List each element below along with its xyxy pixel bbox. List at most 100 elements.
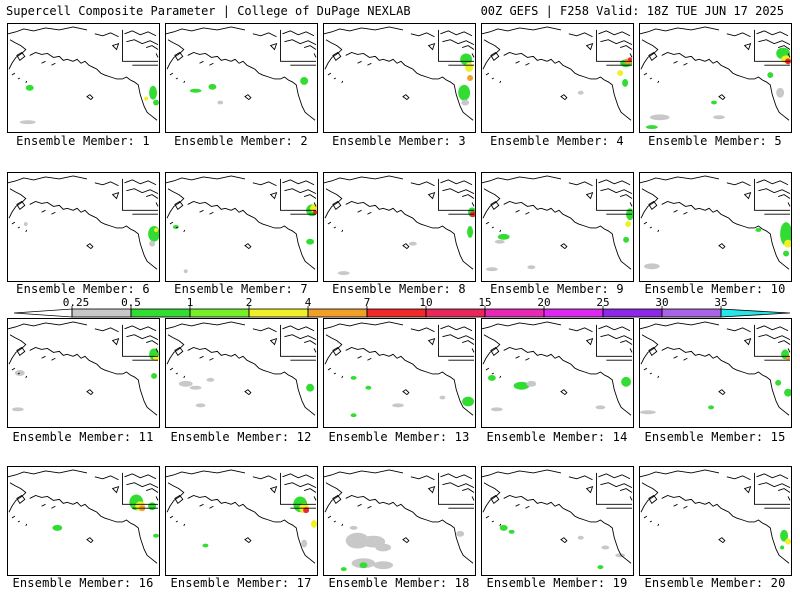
scp-contour xyxy=(148,502,157,511)
scp-field xyxy=(499,524,626,570)
ensemble-map-panel-7 xyxy=(165,172,318,282)
scp-contour xyxy=(183,269,188,274)
ensemble-map-panel-16 xyxy=(7,466,160,576)
scp-field xyxy=(52,494,159,538)
panel-caption: Ensemble Member: 9 xyxy=(490,282,624,296)
scp-contour xyxy=(577,90,584,95)
colorbar-tick-label: 4 xyxy=(305,296,312,309)
scp-contour xyxy=(151,373,158,379)
panel-caption: Ensemble Member: 15 xyxy=(644,430,786,444)
map-canvas xyxy=(640,321,791,416)
scp-contour xyxy=(392,403,404,408)
coastline-borders xyxy=(166,321,317,416)
scp-field xyxy=(577,57,633,95)
ensemble-map-panel-12 xyxy=(165,318,318,428)
ensemble-map-panel-11 xyxy=(7,318,160,428)
scp-contour xyxy=(786,356,791,361)
scp-contour xyxy=(465,62,474,73)
scp-contour xyxy=(350,413,357,418)
ensemble-map-panel-20 xyxy=(639,466,792,576)
scp-field xyxy=(340,525,465,572)
scp-contour xyxy=(189,88,202,93)
map-canvas xyxy=(166,175,317,274)
scp-contour xyxy=(439,395,446,400)
scp-contour xyxy=(508,529,515,534)
scp-contour xyxy=(25,84,34,91)
panel-caption: Ensemble Member: 10 xyxy=(644,282,786,296)
scp-contour xyxy=(306,238,315,245)
scp-contour xyxy=(349,525,358,530)
ensemble-map-panel-13 xyxy=(323,318,476,428)
scp-field xyxy=(172,204,317,274)
map-canvas xyxy=(166,26,317,121)
colorbar-tick-label: 0.25 xyxy=(63,296,90,309)
scp-contour xyxy=(649,114,670,121)
scp-contour xyxy=(375,543,392,552)
run-valid-time: 00Z GEFS | F258 Valid: 18Z TUE JUN 17 20… xyxy=(480,4,784,18)
scp-contour xyxy=(785,538,791,545)
scp-field xyxy=(640,349,791,415)
scp-contour xyxy=(408,241,417,246)
scp-contour xyxy=(178,380,193,387)
coastline-borders xyxy=(324,175,475,270)
scp-contour xyxy=(625,221,632,227)
map-canvas xyxy=(482,321,633,416)
ensemble-map-panel-3 xyxy=(323,23,476,133)
coastline-borders xyxy=(640,26,791,121)
scp-contour xyxy=(52,524,63,531)
scp-contour xyxy=(513,381,530,390)
map-canvas xyxy=(8,321,159,416)
scp-contour xyxy=(373,561,394,570)
scp-contour xyxy=(189,385,202,390)
scp-contour xyxy=(217,100,224,105)
scp-field xyxy=(458,53,474,106)
scp-contour xyxy=(208,83,217,90)
map-canvas xyxy=(482,26,633,121)
scp-contour xyxy=(300,77,309,85)
scp-contour xyxy=(640,410,656,415)
scp-field xyxy=(19,84,159,125)
colorbar-legend: 0.25 0.5 1 2 4 7 10 15 20 25 30 35 xyxy=(14,296,790,318)
coastline-borders xyxy=(324,469,475,564)
map-canvas xyxy=(482,469,633,570)
coastline-borders xyxy=(166,469,317,564)
panel-caption: Ensemble Member: 18 xyxy=(328,576,470,590)
panel-caption: Ensemble Member: 16 xyxy=(12,576,154,590)
scp-contour xyxy=(149,85,158,100)
scp-contour xyxy=(617,70,624,77)
coastline-borders xyxy=(166,26,317,121)
scp-contour xyxy=(780,529,789,542)
scp-contour xyxy=(485,267,498,272)
scp-contour xyxy=(144,96,149,101)
scp-contour xyxy=(19,120,36,125)
colorbar-segment xyxy=(661,308,722,318)
map-canvas xyxy=(324,321,475,418)
scp-contour xyxy=(359,562,368,569)
scp-contour xyxy=(623,236,630,243)
scp-contour xyxy=(622,78,629,87)
colorbar-segment xyxy=(484,308,545,318)
scp-contour xyxy=(153,99,159,106)
colorbar-segment xyxy=(71,308,132,318)
scp-contour xyxy=(313,210,317,215)
coastline-borders xyxy=(482,175,633,270)
colorbar-low-arrow xyxy=(14,308,73,318)
scp-contour xyxy=(490,407,503,412)
scp-contour xyxy=(337,271,350,276)
coastline-borders xyxy=(482,321,633,416)
scp-contour xyxy=(195,403,206,408)
coastline-borders xyxy=(482,26,633,121)
colorbar-tick-label: 7 xyxy=(364,296,371,309)
scp-contour xyxy=(783,250,790,257)
colorbar-tick-label: 10 xyxy=(419,296,432,309)
scp-field xyxy=(350,375,475,418)
ensemble-map-panel-9 xyxy=(481,172,634,282)
ensemble-map-panel-8 xyxy=(323,172,476,282)
coastline-borders xyxy=(8,26,159,121)
colorbar-tick-label: 15 xyxy=(478,296,491,309)
ensemble-map-panel-10 xyxy=(639,172,792,282)
panel-caption: Ensemble Member: 8 xyxy=(332,282,466,296)
scp-contour xyxy=(527,265,536,270)
colorbar-tick-label: 2 xyxy=(246,296,253,309)
map-canvas xyxy=(8,26,159,125)
